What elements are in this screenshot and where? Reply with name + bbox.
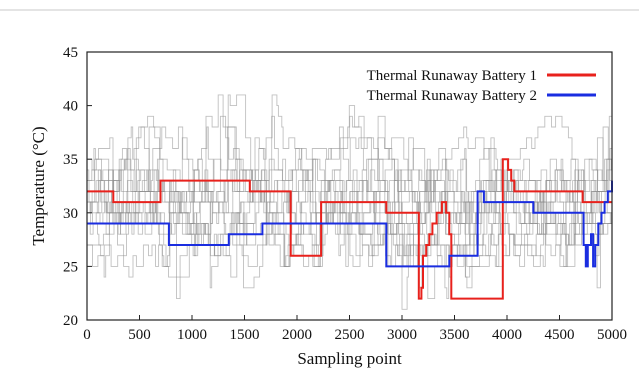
- y-axis-ticks: 20 25 30 35 40 45: [63, 45, 92, 329]
- background-cell-line: [87, 148, 613, 289]
- x-tick-label: 1000: [177, 327, 207, 343]
- x-tick-label: 1500: [230, 327, 260, 343]
- x-tick-label: 3500: [440, 327, 470, 343]
- legend: Thermal Runaway Battery 1 Thermal Runawa…: [367, 68, 596, 104]
- x-tick-label: 0: [83, 327, 91, 343]
- x-tick-label: 3000: [387, 327, 417, 343]
- y-tick-label: 30: [63, 206, 78, 222]
- x-tick-label: 2500: [335, 327, 365, 343]
- y-tick-label: 25: [63, 259, 78, 275]
- x-axis-ticks: 0 500 1000 1500 2000 2500 3000 3500 4000 4500 5000: [83, 315, 627, 343]
- background-cell-line: [87, 148, 613, 267]
- x-tick-label: 4000: [492, 327, 522, 343]
- y-tick-label: 35: [63, 152, 78, 168]
- y-tick-label: 40: [63, 99, 78, 115]
- x-tick-label: 5000: [597, 327, 627, 343]
- y-tick-label: 45: [63, 45, 78, 61]
- y-axis-label: Temperature (°C): [29, 126, 48, 245]
- series-line-battery-2: [87, 180, 613, 268]
- legend-label-battery-1: Thermal Runaway Battery 1: [367, 68, 537, 84]
- series-lines: [87, 158, 613, 300]
- y-tick-label: 20: [63, 313, 78, 329]
- background-cell-lines: [87, 94, 613, 310]
- x-tick-label: 4500: [545, 327, 575, 343]
- x-tick-label: 2000: [282, 327, 312, 343]
- x-axis-label: Sampling point: [297, 349, 402, 368]
- legend-label-battery-2: Thermal Runaway Battery 2: [367, 88, 537, 104]
- x-tick-label: 500: [128, 327, 151, 343]
